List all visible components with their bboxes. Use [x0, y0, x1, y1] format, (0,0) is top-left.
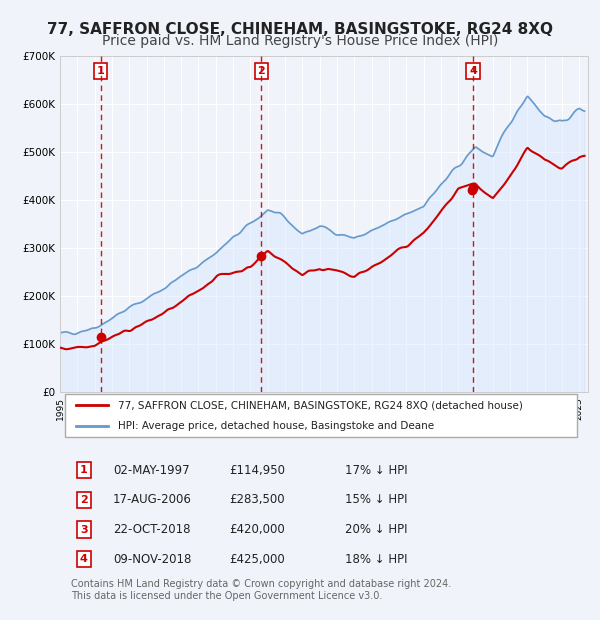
Text: 4: 4 [80, 554, 88, 564]
Text: 17% ↓ HPI: 17% ↓ HPI [345, 464, 408, 477]
Text: HPI: Average price, detached house, Basingstoke and Deane: HPI: Average price, detached house, Basi… [118, 421, 434, 431]
Text: 02-MAY-1997: 02-MAY-1997 [113, 464, 190, 477]
Text: 17-AUG-2006: 17-AUG-2006 [113, 494, 191, 507]
Text: £114,950: £114,950 [229, 464, 285, 477]
Text: 18% ↓ HPI: 18% ↓ HPI [345, 552, 407, 565]
Text: 15% ↓ HPI: 15% ↓ HPI [345, 494, 407, 507]
Text: 2: 2 [257, 66, 265, 76]
Text: 09-NOV-2018: 09-NOV-2018 [113, 552, 191, 565]
Text: 22-OCT-2018: 22-OCT-2018 [113, 523, 190, 536]
Text: 77, SAFFRON CLOSE, CHINEHAM, BASINGSTOKE, RG24 8XQ (detached house): 77, SAFFRON CLOSE, CHINEHAM, BASINGSTOKE… [118, 401, 523, 410]
Text: 1: 1 [80, 466, 88, 476]
Text: 77, SAFFRON CLOSE, CHINEHAM, BASINGSTOKE, RG24 8XQ: 77, SAFFRON CLOSE, CHINEHAM, BASINGSTOKE… [47, 22, 553, 37]
Text: 20% ↓ HPI: 20% ↓ HPI [345, 523, 407, 536]
Text: 2: 2 [80, 495, 88, 505]
Text: 1: 1 [97, 66, 104, 76]
Text: £283,500: £283,500 [229, 494, 284, 507]
Text: £425,000: £425,000 [229, 552, 285, 565]
Text: £420,000: £420,000 [229, 523, 285, 536]
Text: Price paid vs. HM Land Registry's House Price Index (HPI): Price paid vs. HM Land Registry's House … [102, 34, 498, 48]
Text: Contains HM Land Registry data © Crown copyright and database right 2024.
This d: Contains HM Land Registry data © Crown c… [71, 579, 451, 601]
FancyBboxPatch shape [65, 394, 577, 438]
Text: 4: 4 [469, 66, 477, 76]
Text: 3: 3 [80, 525, 88, 534]
